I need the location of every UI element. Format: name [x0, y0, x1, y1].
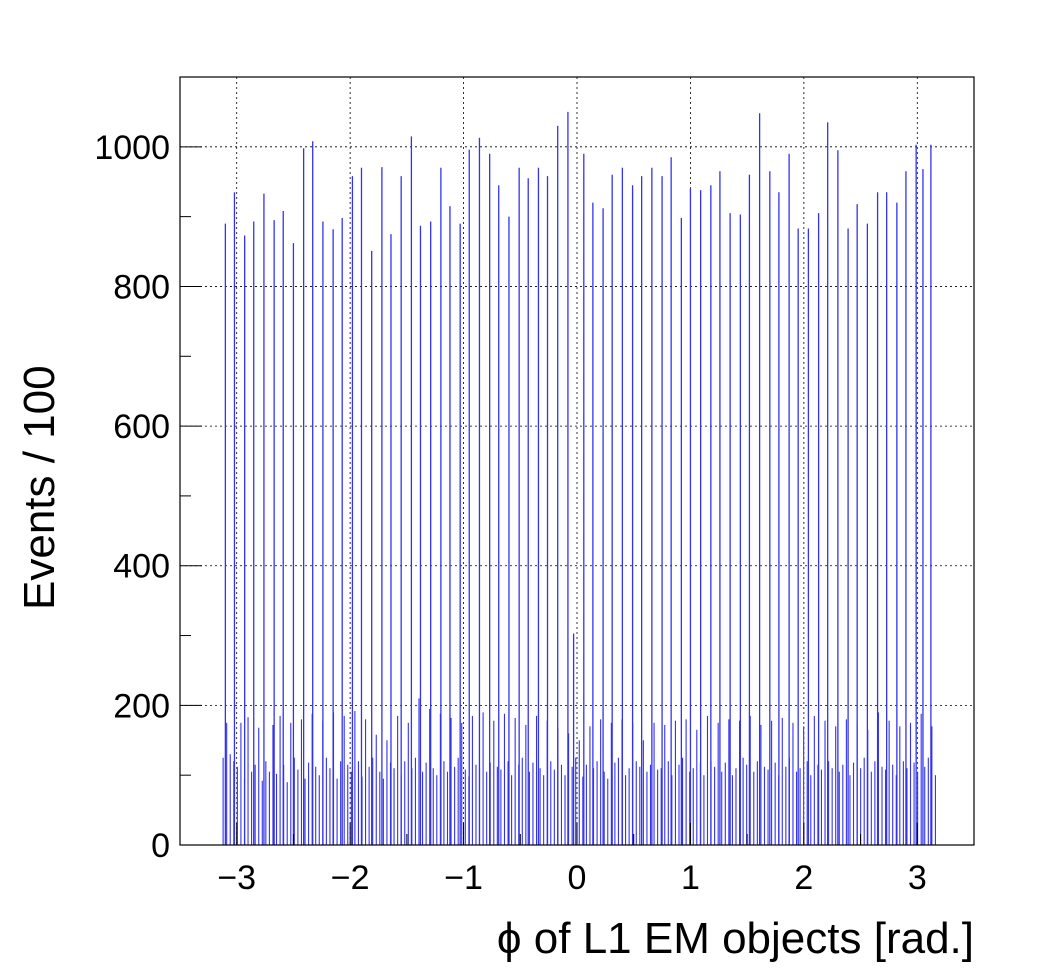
x-tick-label: 0 [568, 859, 587, 897]
y-tick-label: 400 [113, 548, 170, 586]
y-tick-label: 800 [113, 268, 170, 306]
x-tick-label: −3 [217, 859, 256, 897]
y-tick-label: 200 [113, 687, 170, 725]
x-tick-label: 3 [908, 859, 927, 897]
y-tick-label: 600 [113, 408, 170, 446]
base-level-bars [222, 698, 936, 845]
y-axis-title: Events / 100 [15, 365, 64, 610]
x-tick-label: −1 [444, 859, 483, 897]
x-tick-label: 1 [681, 859, 700, 897]
x-tick-labels: −3 −2 −1 0 1 2 3 [217, 859, 926, 897]
y-tick-label: 1000 [94, 129, 170, 167]
y-tick-labels: 0 200 400 600 800 1000 [94, 129, 170, 865]
y-tick-label: 0 [151, 827, 170, 865]
x-tick-label: 2 [794, 859, 813, 897]
grid-lines [180, 77, 974, 846]
axis-ticks [179, 146, 975, 846]
peak-bars [224, 111, 932, 845]
x-tick-label: −2 [331, 859, 370, 897]
x-axis-title: ϕ of L1 EM objects [rad.] [497, 914, 974, 963]
